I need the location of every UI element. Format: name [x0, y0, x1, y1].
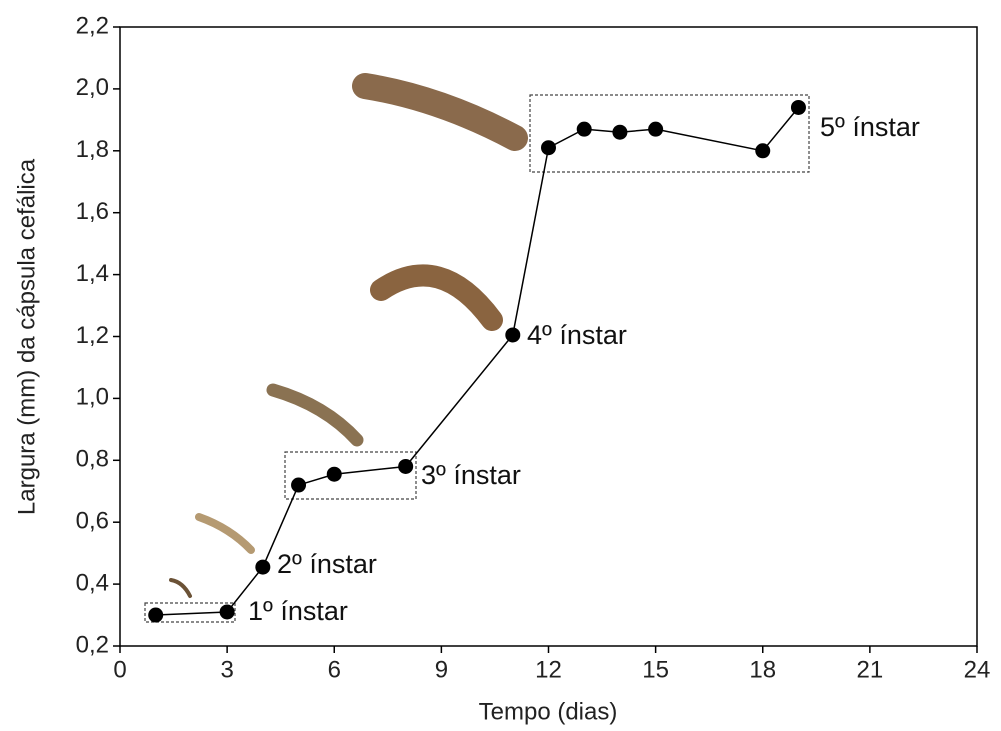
x-tick-label: 0 [113, 656, 126, 683]
point [755, 143, 770, 158]
annotation: 1º ínstar [248, 596, 348, 626]
caterpillars [171, 86, 515, 596]
y-tick-label: 2,0 [76, 74, 109, 101]
chart: 1º ínstar 2º ínstar 3º ínstar 4º ínstar … [0, 0, 1001, 731]
point [541, 140, 556, 155]
point [291, 478, 306, 493]
annotation: 3º ínstar [421, 460, 521, 490]
line [156, 107, 799, 615]
annotation: 5º ínstar [820, 112, 920, 142]
x-tick-label: 12 [535, 656, 562, 683]
point [327, 467, 342, 482]
x-tick-label: 24 [964, 656, 991, 683]
y-tick-label: 1,8 [76, 136, 109, 163]
point [648, 122, 663, 137]
y-tick-label: 1,4 [76, 260, 109, 287]
point [612, 125, 627, 140]
x-tick-label: 15 [642, 656, 669, 683]
instar-box [530, 95, 809, 172]
point [577, 122, 592, 137]
y-tick-label: 1,6 [76, 198, 109, 225]
y-tick-label: 1,0 [76, 384, 109, 411]
y-tick-label: 0,2 [76, 631, 109, 658]
point [220, 604, 235, 619]
annotation: 2º ínstar [277, 549, 377, 579]
x-tick-label: 18 [749, 656, 776, 683]
point [255, 560, 270, 575]
x-tick-label: 3 [220, 656, 233, 683]
y-tick-label: 0,6 [76, 508, 109, 535]
x-tick-label: 9 [435, 656, 448, 683]
point [791, 100, 806, 115]
y-tick-label: 1,2 [76, 322, 109, 349]
y-axis-label: Largura (mm) da cápsula cefálica [13, 158, 40, 515]
x-tick-label: 6 [328, 656, 341, 683]
point [505, 327, 520, 342]
x-axis-label: Tempo (dias) [479, 698, 618, 725]
annotation: 4º ínstar [527, 320, 627, 350]
y-tick-label: 0,4 [76, 569, 109, 596]
x-tick-label: 21 [857, 656, 884, 683]
y-tick-label: 0,8 [76, 446, 109, 473]
y-tick-label: 2,2 [76, 12, 109, 39]
instar-box [285, 452, 416, 499]
point [148, 608, 163, 623]
point [398, 459, 413, 474]
